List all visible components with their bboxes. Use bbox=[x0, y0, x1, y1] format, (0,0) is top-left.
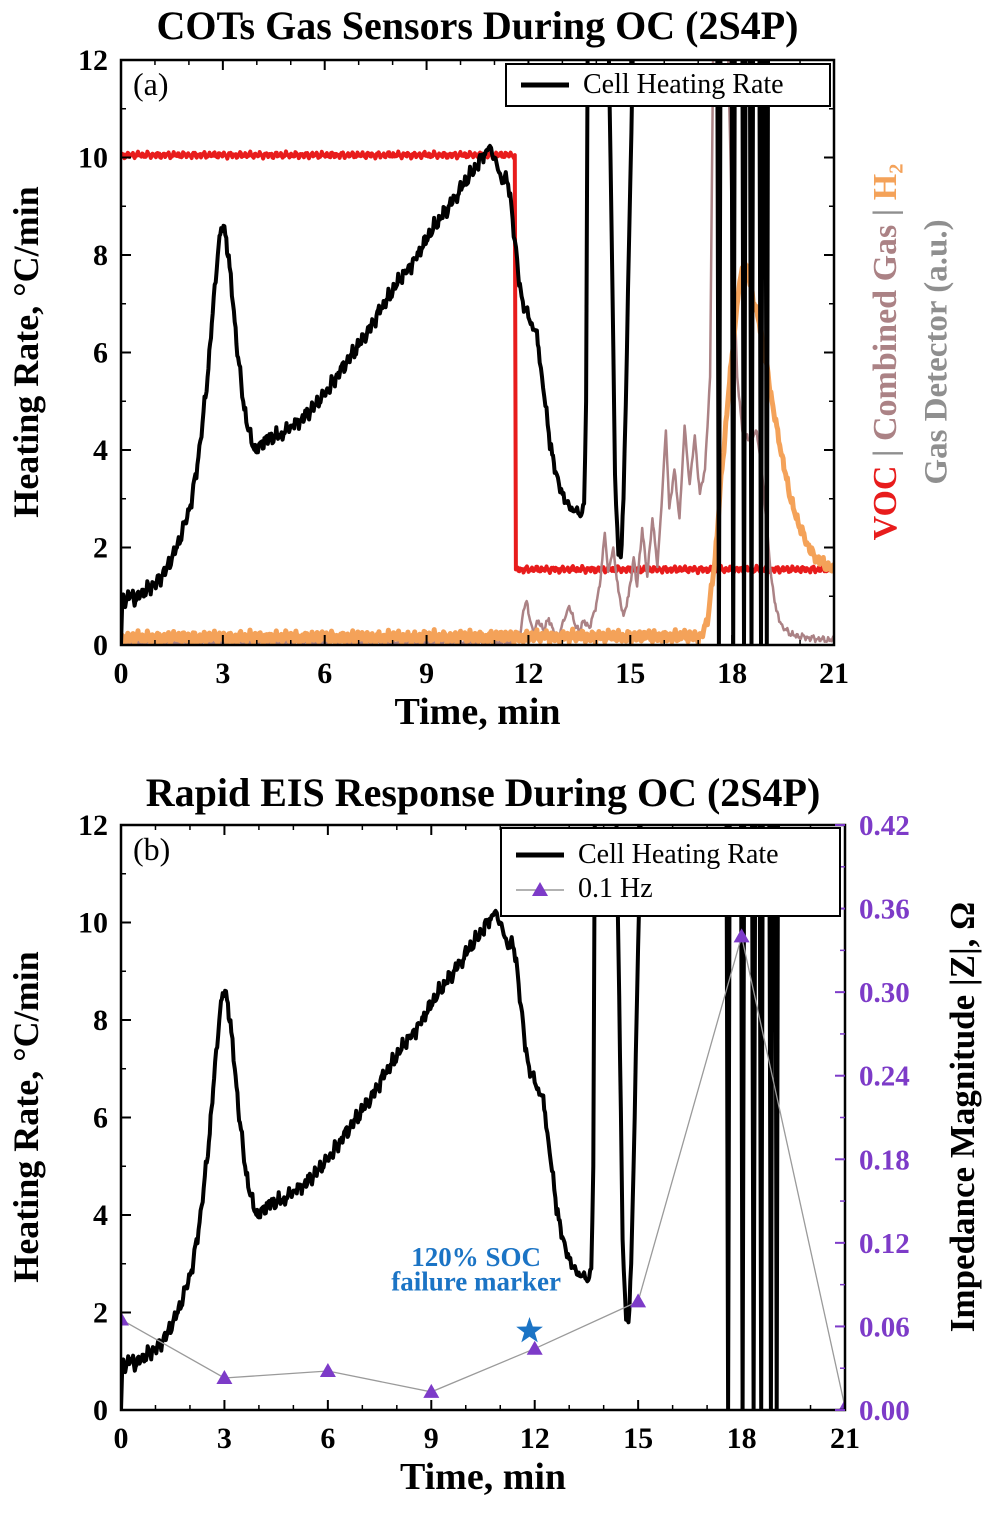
x-tick-label: 18 bbox=[717, 657, 747, 690]
x-tick-label: 3 bbox=[215, 657, 230, 690]
y-tick-label: 12 bbox=[78, 809, 108, 842]
marker-0-1-hz bbox=[838, 1399, 845, 1410]
x-tick-label: 12 bbox=[513, 657, 543, 690]
series-h2 bbox=[121, 257, 834, 645]
right-tick-label: 0.42 bbox=[859, 810, 910, 842]
panel-a-label: (a) bbox=[133, 66, 169, 102]
panel-a-yaxis-label: Heating Rate, °C/min bbox=[6, 186, 46, 518]
legend-item: Cell Heating Rate bbox=[519, 69, 817, 101]
legend-triangle-sample bbox=[514, 879, 566, 899]
x-tick-label: 9 bbox=[424, 1422, 439, 1455]
x-tick-label: 6 bbox=[320, 1422, 335, 1455]
panel-a-chart: 0 3 6 9 12 15 18 21 0 2 4 6 8 10 12 bbox=[78, 44, 849, 690]
marker-0-1-hz bbox=[121, 1311, 129, 1326]
y-tick-label: 2 bbox=[93, 532, 108, 565]
x-tick-label: 18 bbox=[727, 1422, 757, 1455]
right-axis-label-part: | bbox=[867, 441, 904, 466]
panel-a-right-axis-label: VOC | Combined Gas | H₂ bbox=[867, 164, 905, 541]
y-tick-label: 2 bbox=[93, 1297, 108, 1330]
panel-a-right-axis-label2: Gas Detector (a.u.) bbox=[918, 219, 955, 485]
legend-line-sample bbox=[519, 75, 571, 95]
y-tick-label: 10 bbox=[78, 907, 108, 940]
plot-border bbox=[119, 58, 836, 647]
panel-a-svg: 0 3 6 9 12 15 18 21 0 2 4 6 8 10 12 bbox=[78, 44, 849, 690]
series-cell-heating-rate bbox=[121, 825, 780, 1410]
right-axis-label-part: VOC bbox=[867, 465, 904, 541]
x-tick-label: 21 bbox=[819, 657, 849, 690]
x-tick-label: 15 bbox=[615, 657, 645, 690]
y-tick-label: 10 bbox=[78, 142, 108, 175]
panel-b-yaxis-label: Heating Rate, °C/min bbox=[6, 951, 46, 1283]
marker-0-1-hz bbox=[733, 928, 750, 943]
failure-marker-star bbox=[516, 1317, 543, 1343]
legend-item: 0.1 Hz bbox=[514, 873, 827, 905]
marker-0-1-hz bbox=[319, 1363, 336, 1377]
right-tick-label: 0.24 bbox=[859, 1061, 910, 1093]
right-tick-label: 0.18 bbox=[859, 1144, 910, 1176]
y-tick-label: 4 bbox=[93, 1199, 108, 1232]
marker-0-1-hz bbox=[216, 1370, 233, 1384]
panel-a-xaxis-label: Time, min bbox=[394, 691, 561, 733]
panel-b-xaxis-label: Time, min bbox=[399, 1456, 567, 1498]
annotation-text-line1: 120% SOC bbox=[411, 1242, 541, 1272]
right-tick-label: 0.30 bbox=[859, 977, 910, 1009]
marker-0-1-hz bbox=[423, 1383, 440, 1398]
x-tick-label: 0 bbox=[114, 657, 129, 690]
panel-a: 0 3 6 9 12 15 18 21 0 2 4 6 8 10 12 COTs Gas Sensors D… bbox=[6, 3, 955, 733]
panel-b-chart: 120% SOC failure marker 0 3 6 9 12 15 18 21 0 2 4 6 8 1… bbox=[0, 763, 998, 1526]
y-tick-label: 12 bbox=[78, 44, 108, 77]
y-tick-label: 0 bbox=[93, 629, 108, 662]
x-tick-label: 12 bbox=[520, 1422, 550, 1455]
right-axis-label-part: H₂ bbox=[867, 163, 904, 201]
y-tick-label: 6 bbox=[93, 337, 108, 370]
series-0-1-hz-line bbox=[121, 936, 845, 1408]
panel-b-legend: Cell Heating Rate 0.1 Hz bbox=[500, 827, 841, 917]
annotation-text-line2: failure marker bbox=[391, 1267, 561, 1297]
marker-0-1-hz bbox=[526, 1340, 543, 1355]
panel-b-label: (b) bbox=[133, 831, 171, 867]
panel-b-right-axis-label: Impedance Magnitude |Z|, Ω bbox=[943, 901, 982, 1333]
x-tick-label: 15 bbox=[623, 1422, 653, 1455]
panel-a-title: COTs Gas Sensors During OC (2S4P) bbox=[156, 3, 799, 48]
legend-line-sample bbox=[514, 845, 566, 865]
panel-a-legend: Cell Heating Rate bbox=[505, 63, 831, 107]
right-axis-label-part: | bbox=[867, 200, 904, 225]
legend-label: Cell Heating Rate bbox=[583, 69, 784, 100]
y-tick-label: 4 bbox=[93, 434, 108, 467]
legend-label: Cell Heating Rate bbox=[578, 839, 779, 870]
legend-label: 0.1 Hz bbox=[578, 873, 653, 904]
y-tick-label: 6 bbox=[93, 1102, 108, 1135]
right-tick-label: 0.06 bbox=[859, 1311, 910, 1343]
x-tick-label: 3 bbox=[217, 1422, 232, 1455]
series-voc bbox=[121, 149, 834, 576]
panel-b: 120% SOC failure marker 0 3 6 9 12 15 18 21 0 2 4 6 8 1… bbox=[0, 763, 998, 1526]
y-tick-label: 0 bbox=[93, 1394, 108, 1427]
right-axis-label-part: Combined Gas bbox=[867, 224, 904, 442]
x-tick-label: 9 bbox=[419, 657, 434, 690]
y-tick-label: 8 bbox=[93, 239, 108, 272]
y-tick-label: 8 bbox=[93, 1004, 108, 1037]
x-tick-label: 6 bbox=[317, 657, 332, 690]
legend-item: Cell Heating Rate bbox=[514, 839, 827, 871]
right-tick-label: 0.36 bbox=[859, 894, 910, 926]
right-tick-label: 0.12 bbox=[859, 1228, 910, 1260]
series-cell-heating-rate bbox=[121, 60, 771, 645]
x-tick-label: 0 bbox=[114, 1422, 129, 1455]
x-tick-label: 21 bbox=[830, 1422, 860, 1455]
marker-0-1-hz bbox=[630, 1293, 647, 1308]
right-tick-label: 0.00 bbox=[859, 1395, 910, 1427]
panel-b-title: Rapid EIS Response During OC (2S4P) bbox=[145, 770, 821, 815]
